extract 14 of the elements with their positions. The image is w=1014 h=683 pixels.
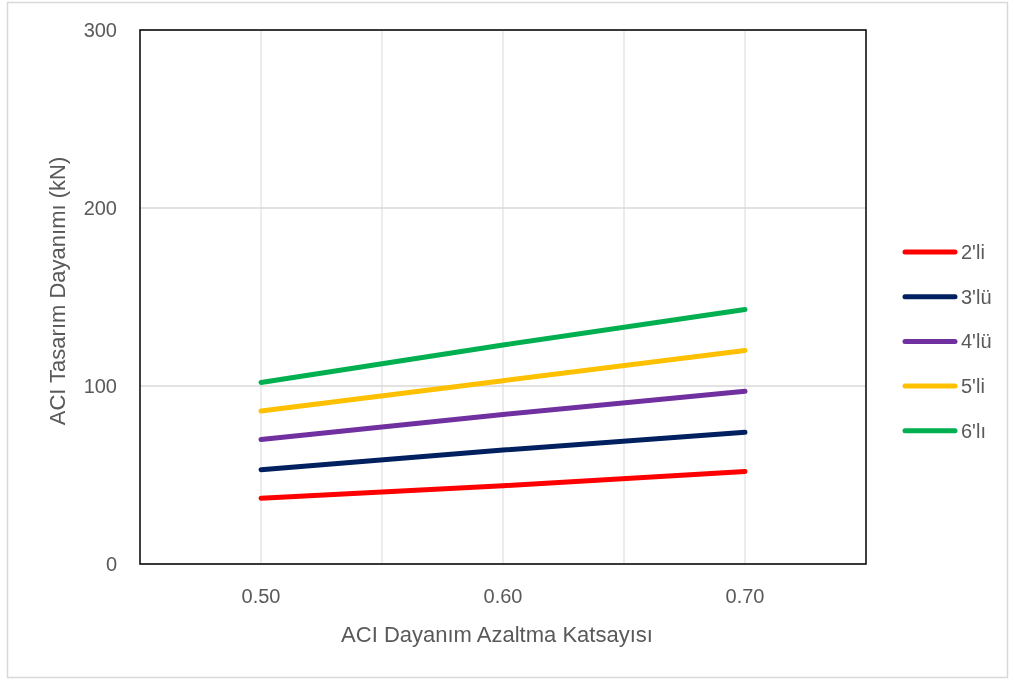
- x-tick-label: 0.50: [241, 585, 281, 607]
- x-tick-label: 0.70: [725, 585, 765, 607]
- legend-label: 2'li: [961, 241, 985, 263]
- x-axis-title: ACI Dayanım Azaltma Katsayısı: [341, 621, 653, 647]
- legend-label: 6'lı: [961, 419, 986, 442]
- y-tick-label: 100: [83, 375, 117, 397]
- legend-label: 4'lü: [961, 330, 992, 353]
- x-tick-label: 0.60: [483, 585, 523, 607]
- y-axis-title: ACI Tasarım Dayanımı (kN): [44, 156, 70, 426]
- y-tick-label: 300: [83, 19, 117, 41]
- legend-label: 3'lü: [961, 285, 992, 308]
- y-tick-label: 200: [83, 197, 117, 219]
- y-tick-label: 0: [105, 553, 117, 575]
- legend-label: 5'li: [961, 375, 985, 398]
